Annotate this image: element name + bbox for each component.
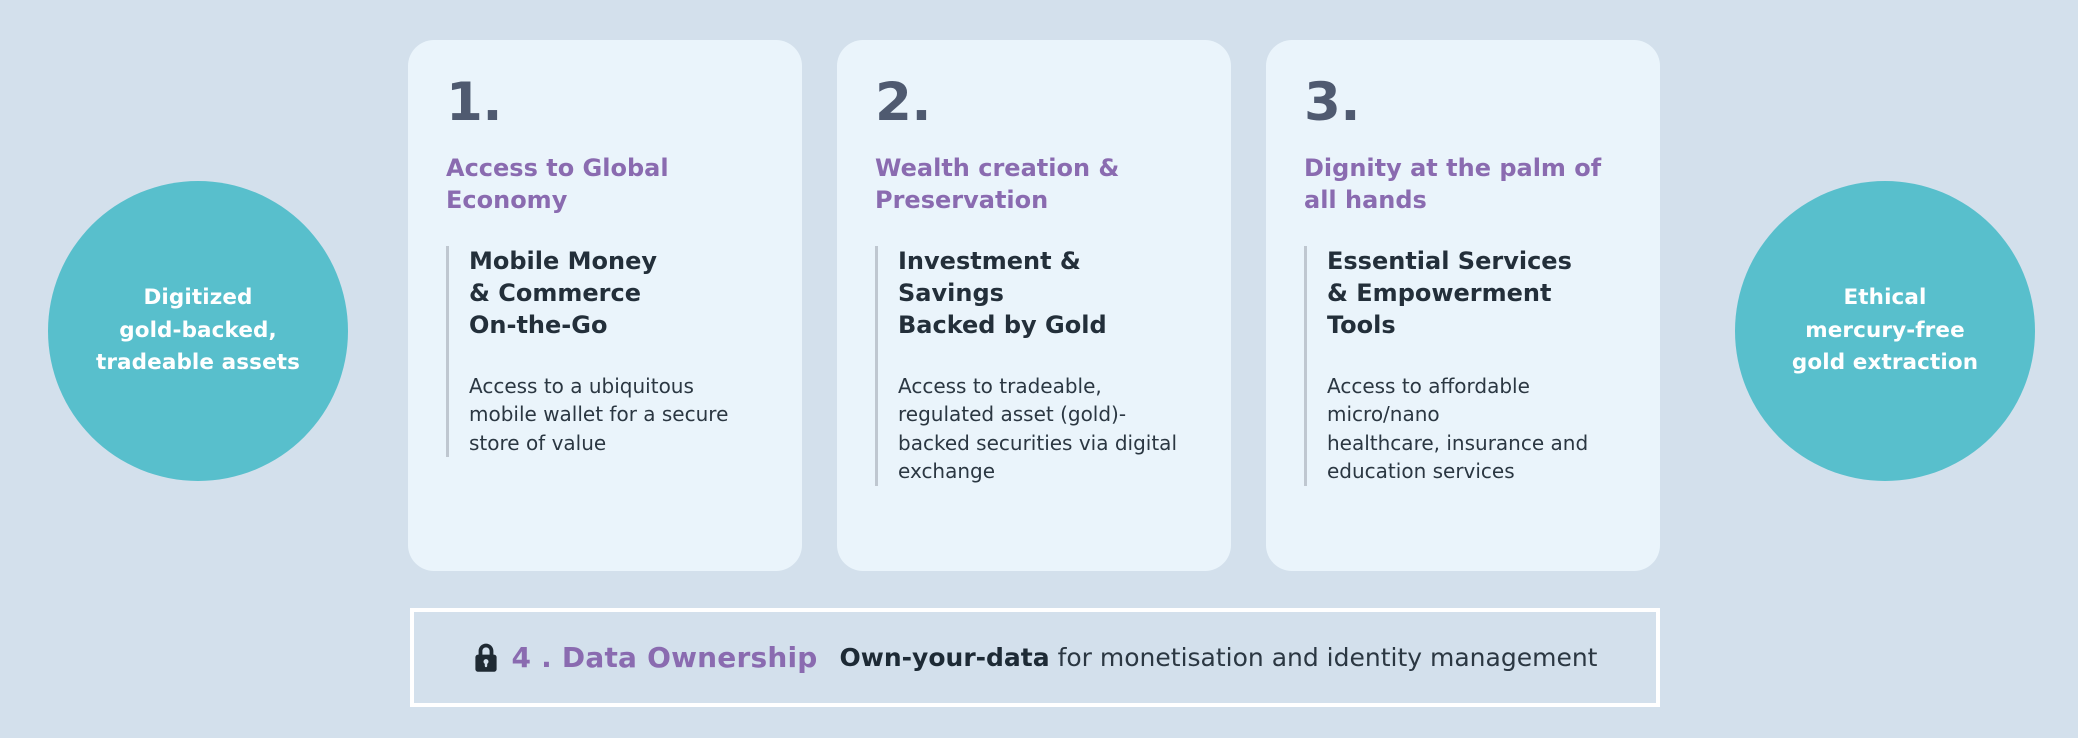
left-circle-text: Digitized gold-backed, tradeable assets (95, 284, 301, 376)
pillar-1-body: Mobile Money & Commerce On-the-Go Access… (446, 246, 764, 458)
banner-number-label: 4 . Data Ownership (511, 641, 818, 674)
pillar-2-description: Access to tradeable, regulated asset (go… (898, 374, 1177, 484)
pillar-card-1[interactable]: 1. Access to Global Economy Mobile Money… (408, 40, 802, 571)
lock-icon (474, 643, 497, 672)
pillar-1-heading: Access to Global Economy (446, 154, 669, 214)
banner-content: 4 . Data Ownership Own-your-data for mon… (473, 641, 1598, 674)
pillar-2-number: 2. (875, 72, 932, 133)
pillar-3-subtitle: Essential Services & Empowerment Tools (1327, 247, 1572, 340)
pillar-3-heading: Dignity at the palm of all hands (1304, 154, 1602, 214)
banner-strong-text: Own-your-data (839, 643, 1050, 672)
pillar-cards-row: 1. Access to Global Economy Mobile Money… (408, 40, 1660, 571)
right-circle-text: Ethical mercury-free gold extraction (1791, 284, 1979, 376)
pillar-3-body: Essential Services & Empowerment Tools A… (1304, 246, 1622, 486)
right-circle-badge: Ethical mercury-free gold extraction (1735, 181, 2035, 481)
banner-rest-text: for monetisation and identity management (1049, 643, 1598, 672)
left-circle-badge: Digitized gold-backed, tradeable assets (48, 181, 348, 481)
data-ownership-banner[interactable]: 4 . Data Ownership Own-your-data for mon… (410, 608, 1660, 707)
pillar-2-subtitle: Investment & Savings Backed by Gold (898, 247, 1107, 340)
pillar-card-3[interactable]: 3. Dignity at the palm of all hands Esse… (1266, 40, 1660, 571)
pillar-2-body: Investment & Savings Backed by Gold Acce… (875, 246, 1193, 486)
pillar-1-description: Access to a ubiquitous mobile wallet for… (469, 374, 729, 455)
pillar-3-description: Access to affordable micro/nano healthca… (1327, 374, 1589, 484)
pillar-card-2[interactable]: 2. Wealth creation & Preservation Invest… (837, 40, 1231, 571)
pillar-3-number: 3. (1304, 72, 1361, 133)
pillar-1-subtitle: Mobile Money & Commerce On-the-Go (469, 247, 658, 340)
pillar-1-number: 1. (446, 72, 503, 133)
pillar-2-heading: Wealth creation & Preservation (875, 154, 1120, 214)
